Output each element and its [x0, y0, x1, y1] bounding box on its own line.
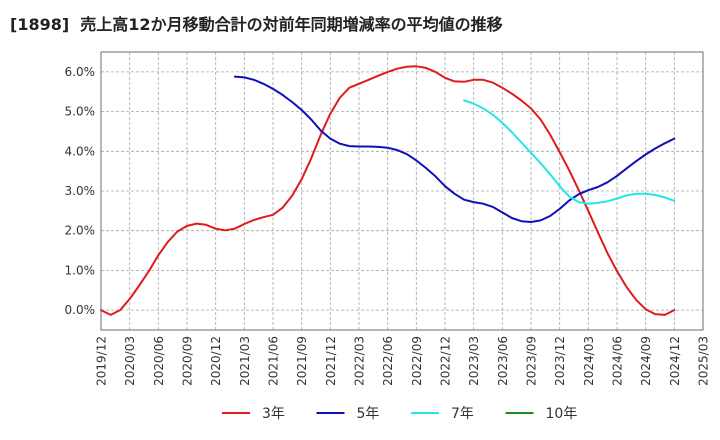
x-tick-label: 2023/12 [553, 336, 567, 386]
y-tick-label: 0.0% [65, 303, 96, 317]
x-tick-label: 2024/03 [582, 336, 596, 386]
legend-item-1: 3年 [222, 406, 285, 422]
x-tick-label: 2023/09 [525, 336, 539, 386]
y-tick-label: 4.0% [65, 144, 96, 158]
x-tick-label: 2020/12 [209, 336, 223, 386]
y-tick-label: 2.0% [65, 224, 96, 238]
legend-item-3: 7年 [411, 406, 474, 422]
x-tick-label: 2022/09 [410, 336, 424, 386]
x-tick-label: 2025/03 [697, 336, 711, 386]
x-tick-label: 2021/03 [238, 336, 252, 386]
x-tick-label: 2021/06 [267, 336, 281, 386]
legend-label: 10年 [546, 406, 578, 422]
x-axis-labels: 2019/12 2020/03 2020/06 2020/09 2020/12 2021/… [95, 336, 711, 386]
y-tick-label: 6.0% [65, 65, 96, 79]
legend: 3年 5年 7年 10年 [222, 406, 577, 422]
legend-label: 5年 [357, 406, 380, 422]
chart-title: [1898] 売上高12か月移動合計の対前年同期増減率の平均値の推移 [10, 15, 503, 34]
x-tick-label: 2021/12 [324, 336, 338, 386]
y-tick-label: 1.0% [65, 263, 96, 277]
x-tick-label: 2022/06 [381, 336, 395, 386]
series-group [100, 65, 676, 316]
x-tick-label: 2022/12 [439, 336, 453, 386]
series-line-1 [100, 65, 676, 316]
y-axis-labels: 0.0% 1.0% 2.0% 3.0% 4.0% 5.0% 6.0% [65, 65, 96, 317]
x-tick-label: 2020/03 [123, 336, 137, 386]
x-tick-label: 2024/09 [639, 336, 653, 386]
x-tick-label: 2020/06 [152, 336, 166, 386]
x-tick-label: 2023/06 [496, 336, 510, 386]
series-line-2 [233, 75, 676, 223]
x-tick-label: 2020/09 [181, 336, 195, 386]
y-tick-label: 5.0% [65, 105, 96, 119]
series-line-3 [463, 99, 676, 205]
x-tick-label: 2024/06 [611, 336, 625, 386]
x-tick-label: 2021/09 [295, 336, 309, 386]
y-tick-label: 3.0% [65, 184, 96, 198]
x-tick-label: 2024/12 [668, 336, 682, 386]
x-tick-label: 2019/12 [95, 336, 109, 386]
plot-border [100, 51, 704, 331]
legend-label: 3年 [262, 406, 285, 422]
legend-item-2: 5年 [316, 406, 380, 422]
legend-label: 7年 [451, 406, 474, 422]
legend-item-4: 10年 [505, 406, 578, 422]
x-tick-label: 2023/03 [467, 336, 481, 386]
x-tick-label: 2022/03 [353, 336, 367, 386]
